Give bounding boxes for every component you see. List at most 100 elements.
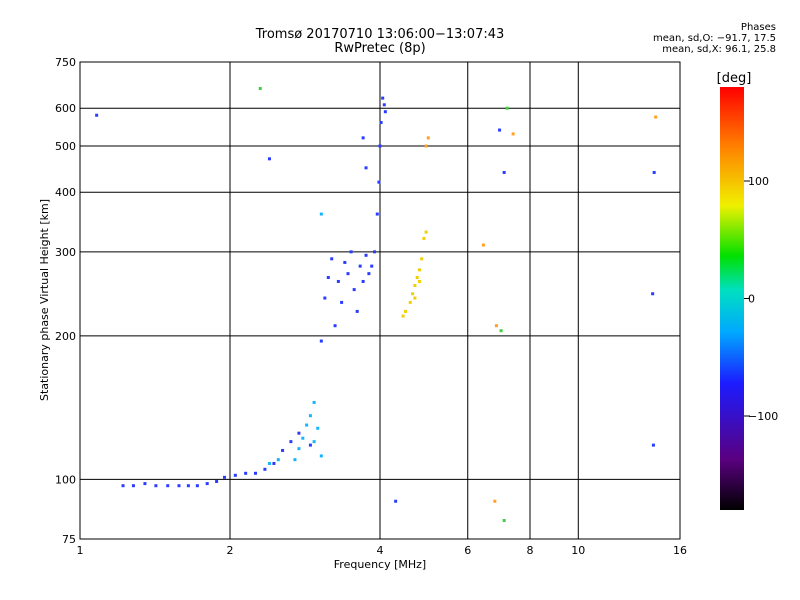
y-tick-label: 750 <box>55 56 76 69</box>
data-point <box>379 121 383 125</box>
colorbar-tick-label: 100 <box>748 175 769 188</box>
data-point <box>361 136 365 140</box>
data-point <box>319 212 323 216</box>
data-point <box>352 288 356 292</box>
data-point <box>289 440 293 444</box>
phase-stats-o: mean, sd,O: −91.7, 17.5 <box>653 33 776 44</box>
data-point <box>349 250 353 254</box>
data-point <box>417 279 421 283</box>
data-point <box>408 300 412 304</box>
data-point <box>422 236 426 240</box>
x-tick-label: 8 <box>527 544 534 557</box>
data-point <box>343 260 347 264</box>
data-point <box>361 279 365 283</box>
data-point <box>651 292 655 296</box>
data-point <box>498 128 502 132</box>
data-point <box>319 339 323 343</box>
data-point <box>323 296 327 300</box>
y-tick-label: 200 <box>55 330 76 343</box>
data-point <box>186 484 190 488</box>
data-point <box>308 414 312 418</box>
data-point <box>383 110 387 114</box>
data-point <box>297 447 301 451</box>
data-point <box>367 272 371 276</box>
data-point <box>215 479 219 483</box>
data-point <box>413 283 417 287</box>
phase-stats-x: mean, sd,X: 96.1, 25.8 <box>662 44 776 55</box>
x-ticks: 1 2 4 6 8 10 16 <box>77 544 688 557</box>
data-point <box>420 257 424 261</box>
data-point <box>413 296 417 300</box>
y-tick-label: 400 <box>55 186 76 199</box>
y-tick-label: 75 <box>62 533 76 546</box>
phase-stats: Phases mean, sd,O: −91.7, 17.5 mean, sd,… <box>653 22 776 55</box>
data-point <box>346 272 350 276</box>
data-point <box>651 443 655 447</box>
data-point <box>253 471 257 475</box>
data-point <box>258 86 262 90</box>
data-point <box>312 440 316 444</box>
data-point <box>297 431 301 435</box>
data-point <box>308 443 312 447</box>
data-point <box>330 257 334 261</box>
data-point <box>654 115 658 119</box>
data-point <box>373 250 377 254</box>
data-point <box>417 268 421 272</box>
data-point <box>316 426 320 430</box>
data-point <box>394 499 398 503</box>
x-tick-label: 6 <box>464 544 471 557</box>
data-point <box>355 309 359 313</box>
data-point <box>233 473 237 477</box>
data-point <box>195 484 199 488</box>
data-point <box>177 484 181 488</box>
data-point <box>333 324 337 328</box>
data-point <box>499 329 503 333</box>
data-point <box>502 170 506 174</box>
data-point <box>358 264 362 268</box>
data-point <box>276 458 280 462</box>
data-point <box>205 482 209 486</box>
data-point <box>263 467 267 471</box>
data-point <box>375 212 379 216</box>
phase-stats-header: Phases <box>740 22 776 33</box>
data-point <box>401 314 405 318</box>
data-point <box>481 243 485 247</box>
data-point <box>301 436 305 440</box>
colorbar-tick-label: 0 <box>748 293 755 306</box>
data-point <box>267 461 271 465</box>
y-axis-label: Stationary phase Virtual Height [km] <box>38 199 51 401</box>
data-point <box>364 253 368 257</box>
data-point <box>424 230 428 234</box>
x-tick-label: 10 <box>571 544 585 557</box>
data-point <box>411 292 415 296</box>
data-point <box>312 400 316 404</box>
x-tick-label: 1 <box>77 544 84 557</box>
data-point <box>143 482 147 486</box>
data-point <box>267 157 271 161</box>
data-point <box>223 475 227 479</box>
data-point <box>364 166 368 170</box>
y-tick-label: 600 <box>55 102 76 115</box>
chart-title-line1: Tromsø 20170710 13:06:00−13:07:43 <box>255 27 505 42</box>
data-point <box>370 264 374 268</box>
data-point <box>319 454 323 458</box>
data-point <box>403 309 407 313</box>
data-point <box>95 113 99 117</box>
data-point <box>131 484 135 488</box>
data-point <box>652 170 656 174</box>
colorbar-tick-label: −100 <box>748 410 778 423</box>
colorbar-ticks: 100 0 −100 <box>744 175 778 423</box>
chart-title-line2: RwPretec (8p) <box>334 41 426 56</box>
data-point <box>424 144 428 148</box>
y-tick-label: 100 <box>55 473 76 486</box>
data-point <box>493 499 497 503</box>
x-tick-label: 4 <box>377 544 384 557</box>
data-point <box>326 276 330 280</box>
data-points <box>95 86 658 523</box>
x-tick-label: 2 <box>227 544 234 557</box>
data-point <box>272 461 276 465</box>
data-point <box>502 519 506 523</box>
x-tick-label: 16 <box>673 544 687 557</box>
x-axis-label: Frequency [MHz] <box>334 558 426 571</box>
